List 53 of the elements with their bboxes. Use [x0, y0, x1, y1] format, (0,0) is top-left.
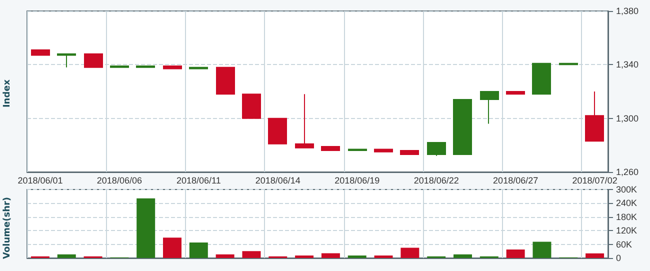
candlestick [84, 53, 103, 68]
y-axis-title: Index [2, 79, 12, 108]
y-tick-label: 1,380 [616, 6, 639, 16]
candlestick [216, 66, 235, 95]
candlestick [374, 148, 393, 152]
bar [189, 242, 208, 258]
x-tick-label: 2018/06/22 [414, 176, 459, 186]
bar [321, 253, 340, 258]
candlestick [242, 94, 261, 119]
candlestick [268, 118, 287, 144]
candlestick [453, 99, 472, 156]
bar [532, 242, 552, 258]
candlestick [427, 142, 446, 156]
y-tick-label: 1,340 [616, 60, 639, 70]
y-tick-label: 1,260 [616, 167, 639, 177]
candlestick [348, 148, 367, 152]
bar [295, 255, 314, 258]
y-tick-label: 1,300 [616, 113, 639, 124]
x-tick-label: 2018/06/27 [493, 176, 538, 186]
bar [400, 248, 420, 258]
y-tick-label: 300K [616, 184, 638, 194]
y-tick-label: 60K [616, 239, 632, 250]
candlestick [295, 94, 314, 148]
candlestick [400, 150, 419, 156]
bar [348, 255, 366, 258]
x-tick-label: 2018/06/14 [255, 176, 300, 186]
x-tick-label: 2018/07/02 [572, 176, 618, 186]
bar [216, 254, 234, 258]
x-tick-label: 2018/06/19 [334, 176, 380, 186]
candlestick [163, 66, 182, 70]
bar [374, 255, 393, 258]
bar [163, 238, 182, 258]
candlestick [321, 146, 340, 152]
y-tick-label: 0 [616, 253, 622, 263]
bar [136, 198, 156, 258]
x-tick-label: 2018/06/06 [96, 176, 142, 186]
x-tick-label: 2018/06/11 [176, 176, 221, 186]
y-tick-label: 120K [616, 226, 638, 236]
candlestick [532, 62, 551, 95]
bar [57, 254, 76, 258]
candlestick [57, 53, 76, 68]
y-tick-label: 180K [616, 212, 638, 222]
candlestick [480, 91, 499, 124]
bar [454, 254, 472, 258]
bar [242, 251, 261, 258]
y-tick-label: 240K [616, 198, 638, 208]
candlestick [585, 91, 604, 142]
candlestick [506, 91, 525, 95]
bar [586, 253, 604, 258]
candlestick [31, 49, 50, 56]
x-tick-label: 2018/06/01 [18, 176, 63, 186]
bar [506, 250, 525, 258]
y-axis-title: Volume(shr) [2, 196, 12, 260]
